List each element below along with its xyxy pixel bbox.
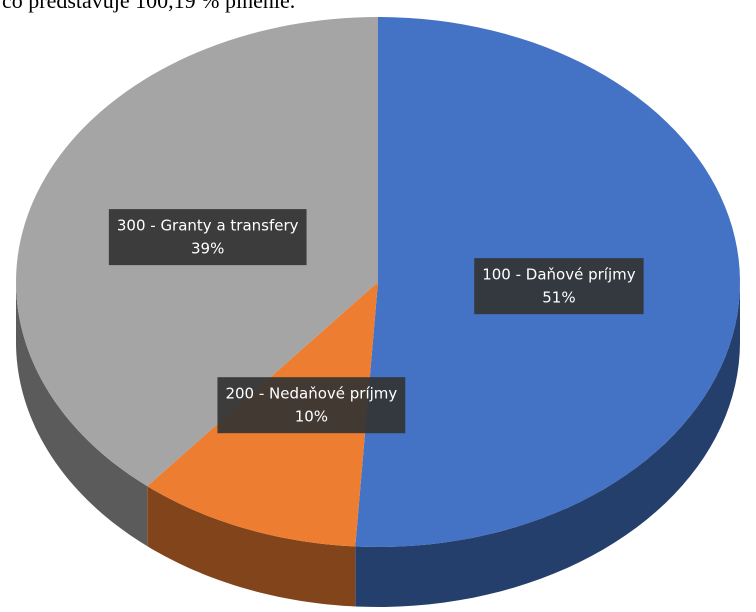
slice-side <box>147 486 356 607</box>
label-box <box>217 377 406 434</box>
slice-side <box>355 282 740 607</box>
data-label: 200 - Nedaňové príjmy 10% <box>217 377 406 434</box>
label-value: 39% <box>191 240 224 258</box>
label-name: 100 - Daňové príjmy <box>482 266 636 284</box>
data-label: 300 - Granty a transfery 39% <box>108 209 307 266</box>
label-name: 200 - Nedaňové príjmy <box>225 385 397 403</box>
slice-side <box>16 282 148 547</box>
label-box <box>108 209 307 266</box>
label-box <box>474 258 644 315</box>
annotation: čo predstavuje 100,19 % plnenie. <box>2 0 295 13</box>
label-name: 300 - Granty a transfery <box>117 217 299 235</box>
label-value: 10% <box>295 408 328 426</box>
data-label: 100 - Daňové príjmy 51% <box>474 258 644 315</box>
label-value: 51% <box>542 289 575 307</box>
